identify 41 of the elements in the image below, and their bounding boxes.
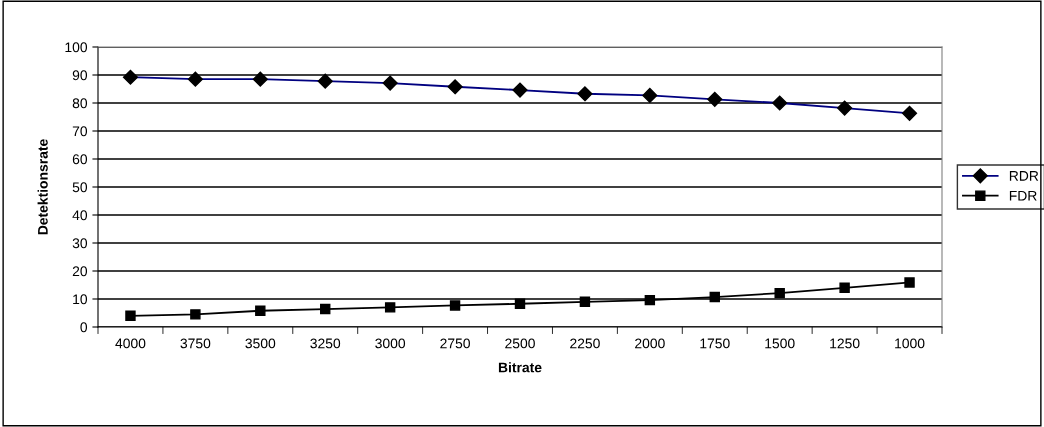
x-tick-label: 3750 xyxy=(180,338,211,349)
x-tick-label: 1500 xyxy=(765,338,795,349)
x-tick-label: 1250 xyxy=(830,338,860,349)
y-tick-label: 0 xyxy=(80,322,88,333)
x-tick-label: 2000 xyxy=(635,338,665,349)
x-tick-label: 2750 xyxy=(440,338,470,349)
y-tick-label: 20 xyxy=(72,266,88,277)
x-tick-label: 3500 xyxy=(245,338,276,349)
x-tick-label: 4000 xyxy=(115,338,146,349)
y-tick-label: 100 xyxy=(65,42,88,53)
y-tick-label: 30 xyxy=(72,238,88,249)
point xyxy=(190,309,201,320)
point xyxy=(774,287,785,299)
y-tick-label: 70 xyxy=(72,126,88,137)
point xyxy=(320,303,331,315)
x-tick-label: 3000 xyxy=(375,338,406,349)
legend-label: FDR xyxy=(1009,190,1037,201)
point xyxy=(839,282,850,294)
y-tick-label: 60 xyxy=(72,154,88,165)
x-tick-label: 2500 xyxy=(505,338,535,349)
x-tick-label: 2250 xyxy=(570,338,600,349)
legend-label: RDR xyxy=(1009,171,1039,181)
x-axis-title: Bitrate xyxy=(498,362,542,373)
point xyxy=(125,310,136,322)
point xyxy=(579,296,591,308)
point xyxy=(449,300,461,311)
x-tick-label: 3250 xyxy=(310,338,341,349)
point xyxy=(904,277,915,288)
y-tick-label: 80 xyxy=(72,98,88,109)
point xyxy=(709,291,720,303)
point xyxy=(514,298,526,309)
y-tick-label: 40 xyxy=(72,210,88,221)
y-tick-label: 50 xyxy=(72,182,88,193)
point xyxy=(644,294,656,306)
y-axis-title: Detektionsrate xyxy=(37,139,48,235)
point xyxy=(255,305,266,316)
point xyxy=(384,302,396,313)
x-tick-label: 1750 xyxy=(700,338,730,349)
x-tick-label: 1000 xyxy=(895,338,925,349)
y-tick-label: 10 xyxy=(73,294,88,305)
y-tick-label: 90 xyxy=(72,70,88,81)
